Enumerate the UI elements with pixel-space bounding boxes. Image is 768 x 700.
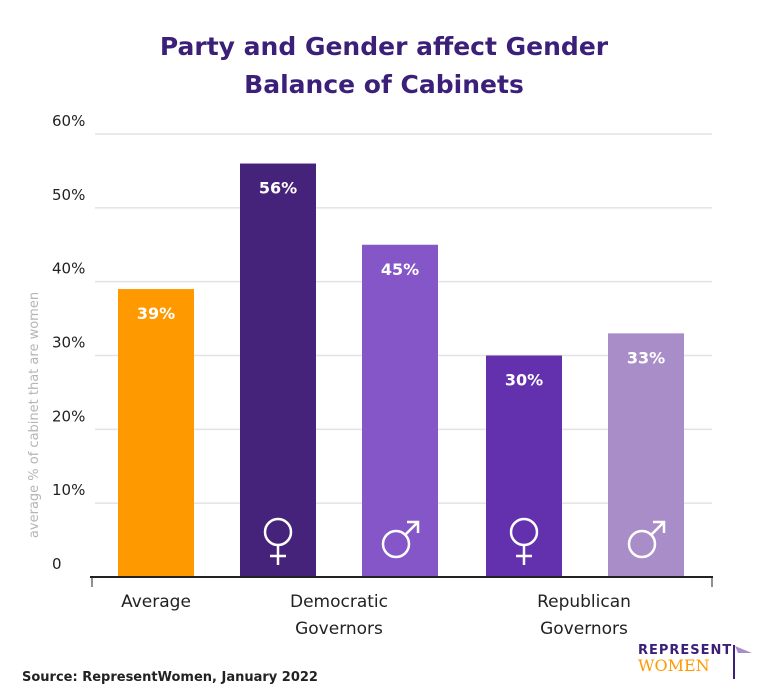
x-category-label: Governors [295,619,383,639]
bar-value-label: 33% [627,348,665,367]
y-tick-label: 10% [52,481,85,499]
y-tick-label: 20% [52,407,85,425]
female-icon [509,517,539,565]
bar [362,244,438,577]
male-icon [381,520,420,559]
male-icon [627,520,666,559]
x-category-label: Republican [537,592,631,612]
female-icon [263,517,293,565]
representwomen-logo: REPRESENT WOMEN [638,643,752,693]
bar-value-label: 39% [137,304,175,323]
chart-title-line-1: Party and Gender affect Gender [159,32,609,61]
logo-text-represent: REPRESENT [638,643,733,658]
bar-chart: 0 10% 20% 30% 40% 50% 60% average % of cabinet … [27,112,713,639]
x-category-label: Governors [540,619,628,639]
logo-text-women: WOMEN [638,656,710,675]
bar-value-label: 56% [259,179,297,198]
x-category-label: Democratic [290,592,388,612]
source-note: Source: RepresentWomen, January 2022 [22,670,318,685]
flag-icon [733,645,752,679]
bar [486,355,562,577]
y-axis-label: average % of cabinet that are women [27,292,42,538]
bar-value-label: 30% [505,371,543,390]
y-tick-label: 50% [52,186,85,204]
bar [608,333,684,577]
x-category-label: Average [121,592,191,612]
chart-title: Party and Gender affect Gender Balance o… [0,28,768,104]
chart-title-line-2: Balance of Cabinets [244,70,524,99]
bar [240,163,316,578]
y-tick-label: 0 [52,555,62,573]
bar [118,289,194,577]
y-tick-label: 30% [52,334,85,352]
bar-value-label: 45% [381,260,419,279]
y-tick-label: 40% [52,260,85,278]
y-tick-label: 60% [52,112,85,130]
